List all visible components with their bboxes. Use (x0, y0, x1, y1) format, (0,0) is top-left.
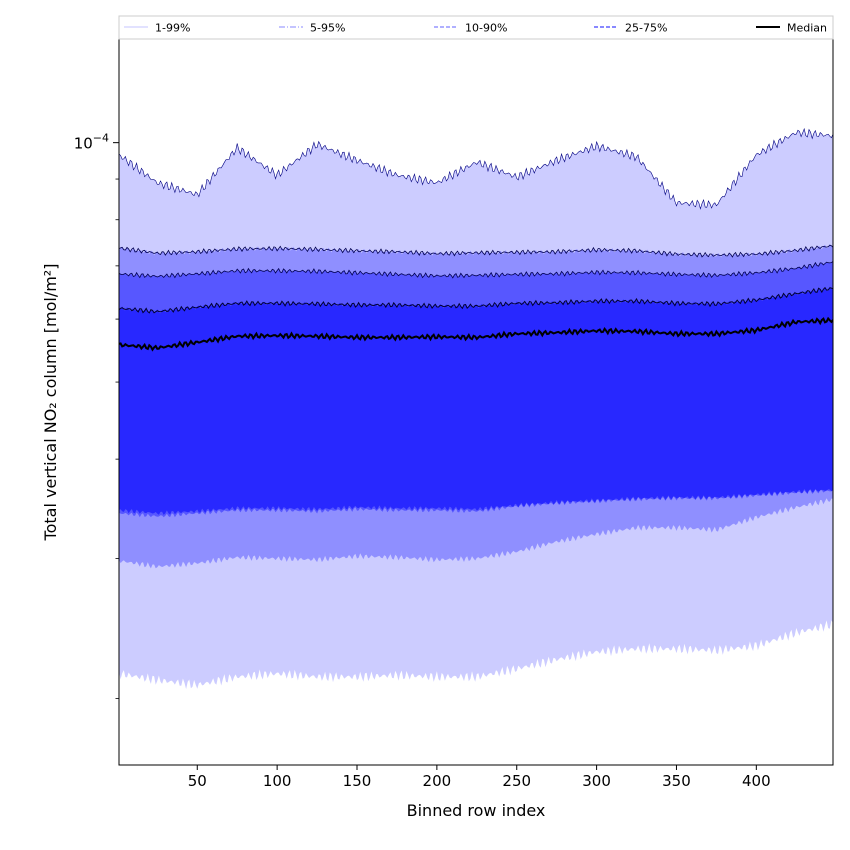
x-tick-label: 300 (582, 772, 611, 790)
x-tick-label: 250 (502, 772, 531, 790)
legend-entry-label: 25-75% (625, 22, 667, 35)
x-axis-label: Binned row index (407, 801, 546, 820)
x-tick-label: 200 (423, 772, 452, 790)
legend-entry-label: Median (787, 22, 827, 35)
y-axis-label: Total vertical NO₂ column [mol/m²] (41, 264, 60, 542)
series-line-10-90-upper (119, 261, 833, 279)
lines-layer (119, 127, 833, 352)
y-tick-label: 10−4 (74, 132, 109, 153)
x-tick-label: 50 (188, 772, 207, 790)
band-25-75pct (119, 286, 833, 515)
y-axis: 10−4 (74, 132, 119, 699)
x-tick-label: 350 (662, 772, 691, 790)
legend-box (118, 15, 834, 40)
x-tick-label: 150 (343, 772, 372, 790)
x-tick-label: 400 (742, 772, 771, 790)
legend-entry-label: 5-95% (310, 22, 345, 35)
bands-layer (119, 128, 833, 690)
series-line-25-75-upper (119, 286, 833, 314)
series-line-median (119, 316, 833, 352)
legend: 1-99% 5-95% 10-90% 25-75% Median (118, 15, 834, 40)
band-1-99pct-upper-line (119, 127, 833, 210)
legend-entry-label: 1-99% (155, 22, 190, 35)
series-line-5-95-upper (119, 244, 833, 258)
legend-entry-label: 10-90% (465, 22, 507, 35)
x-axis: 50 100 150 200 250 300 350 400 (188, 765, 771, 790)
x-tick-label: 100 (263, 772, 292, 790)
